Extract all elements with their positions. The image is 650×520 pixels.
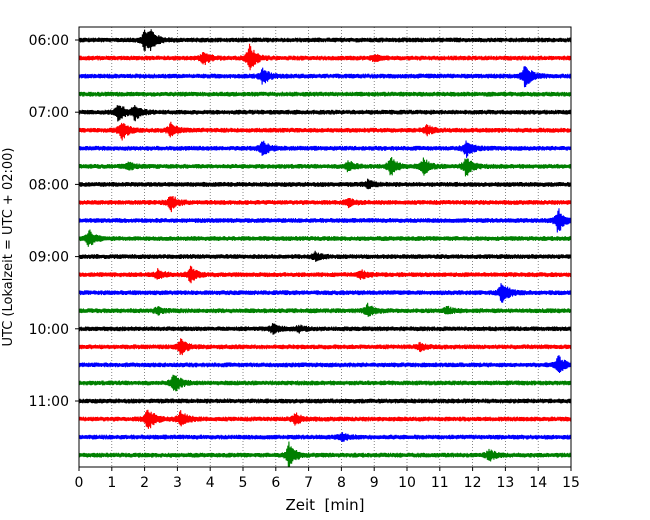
trace-0830 bbox=[78, 208, 572, 233]
trace-0630 bbox=[78, 66, 572, 88]
x-axis: 0 1 2 3 4 5 6 7 8 9 10 11 12 13 14 15 bbox=[75, 467, 580, 491]
trace-0900 bbox=[78, 250, 572, 262]
trace-1100 bbox=[78, 398, 572, 404]
x-tick-label-1: 1 bbox=[107, 475, 116, 491]
traces bbox=[78, 29, 572, 468]
y-tick-label-1: 07:00 bbox=[29, 105, 69, 121]
x-tick-label-2: 2 bbox=[140, 475, 149, 491]
plot-frame bbox=[78, 26, 572, 468]
x-tick-label-14: 14 bbox=[529, 475, 547, 491]
x-tick-label-9: 9 bbox=[370, 475, 379, 491]
trace-0945 bbox=[78, 302, 572, 317]
trace-0645 bbox=[78, 91, 572, 97]
x-tick-label-10: 10 bbox=[398, 475, 416, 491]
x-tick-label-8: 8 bbox=[337, 475, 346, 491]
trace-1045 bbox=[78, 374, 572, 392]
y-tick-label-3: 09:00 bbox=[29, 250, 69, 266]
trace-0915 bbox=[78, 265, 572, 284]
trace-1145 bbox=[78, 441, 572, 468]
trace-0815 bbox=[78, 196, 572, 213]
trace-0615 bbox=[78, 43, 572, 71]
trace-0930 bbox=[78, 283, 572, 303]
trace-0730 bbox=[78, 140, 572, 158]
trace-1000 bbox=[78, 323, 572, 335]
x-tick-label-5: 5 bbox=[239, 475, 248, 491]
plot-background bbox=[79, 27, 571, 467]
trace-0700 bbox=[78, 105, 572, 122]
x-tick-label-7: 7 bbox=[304, 475, 313, 491]
x-tick-label-11: 11 bbox=[431, 475, 449, 491]
trace-1130 bbox=[78, 432, 572, 442]
x-tick-label-15: 15 bbox=[562, 475, 580, 491]
y-tick-label-0: 06:00 bbox=[29, 33, 69, 49]
y-tick-label-5: 11:00 bbox=[29, 394, 69, 410]
trace-0715 bbox=[78, 121, 572, 141]
x-axis-label: Zeit [min] bbox=[285, 496, 364, 514]
trace-0745 bbox=[78, 156, 572, 177]
x-tick-label-3: 3 bbox=[173, 475, 182, 491]
trace-1015 bbox=[78, 338, 572, 356]
trace-0600 bbox=[78, 29, 572, 52]
y-tick-label-2: 08:00 bbox=[29, 177, 69, 193]
trace-0800 bbox=[78, 178, 572, 190]
trace-0845 bbox=[78, 229, 572, 247]
trace-1115 bbox=[78, 409, 572, 429]
y-axis: 06:00 07:00 08:00 09:00 10:00 11:00 bbox=[29, 33, 79, 410]
trace-1030 bbox=[78, 355, 572, 374]
y-tick-label-4: 10:00 bbox=[29, 322, 69, 338]
x-tick-label-12: 12 bbox=[464, 475, 482, 491]
x-tick-label-13: 13 bbox=[496, 475, 514, 491]
x-tick-label-6: 6 bbox=[271, 475, 280, 491]
grid bbox=[111, 27, 539, 467]
x-tick-label-0: 0 bbox=[75, 475, 84, 491]
x-tick-label-4: 4 bbox=[206, 475, 215, 491]
y-axis-label: UTC (Lokalzeit = UTC + 02:00) bbox=[1, 148, 16, 347]
